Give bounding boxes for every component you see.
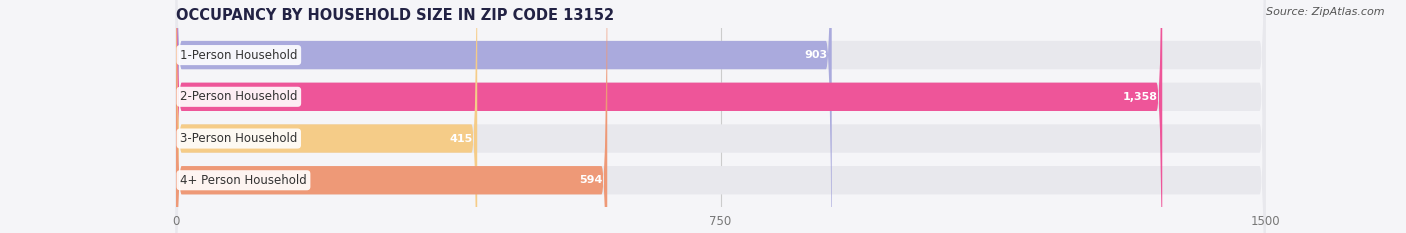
Text: 3-Person Household: 3-Person Household bbox=[180, 132, 298, 145]
FancyBboxPatch shape bbox=[176, 0, 1265, 233]
Text: 4+ Person Household: 4+ Person Household bbox=[180, 174, 307, 187]
Text: 903: 903 bbox=[804, 50, 827, 60]
FancyBboxPatch shape bbox=[176, 0, 1265, 233]
Text: Source: ZipAtlas.com: Source: ZipAtlas.com bbox=[1267, 7, 1385, 17]
Text: OCCUPANCY BY HOUSEHOLD SIZE IN ZIP CODE 13152: OCCUPANCY BY HOUSEHOLD SIZE IN ZIP CODE … bbox=[176, 8, 614, 23]
FancyBboxPatch shape bbox=[176, 0, 607, 233]
Text: 1-Person Household: 1-Person Household bbox=[180, 48, 298, 62]
FancyBboxPatch shape bbox=[176, 0, 832, 233]
Text: 1,358: 1,358 bbox=[1123, 92, 1159, 102]
FancyBboxPatch shape bbox=[176, 0, 1265, 233]
Text: 594: 594 bbox=[579, 175, 603, 185]
FancyBboxPatch shape bbox=[176, 0, 1163, 233]
Text: 415: 415 bbox=[450, 134, 472, 144]
FancyBboxPatch shape bbox=[176, 0, 477, 233]
FancyBboxPatch shape bbox=[176, 0, 1265, 233]
Text: 2-Person Household: 2-Person Household bbox=[180, 90, 298, 103]
